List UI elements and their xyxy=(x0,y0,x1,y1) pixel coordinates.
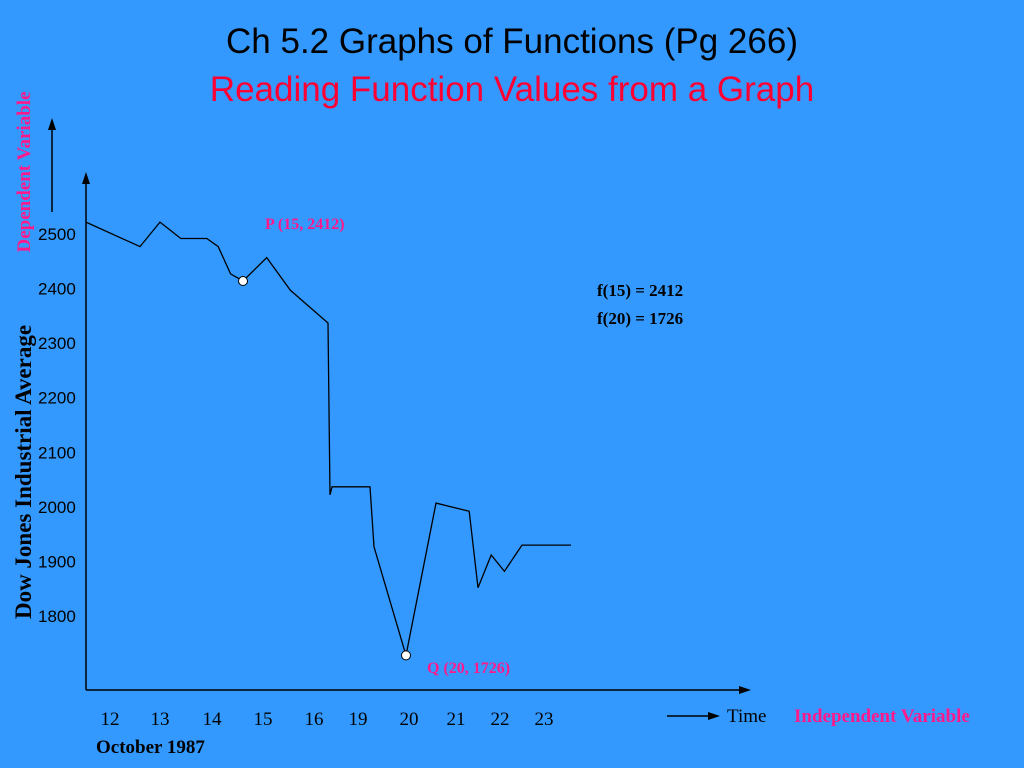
x-tick-label: 21 xyxy=(447,709,466,730)
y-tick-label: 1800 xyxy=(38,607,76,626)
y-tick-label: 2200 xyxy=(38,389,76,408)
point-p-marker xyxy=(238,276,248,287)
x-tick-label: 20 xyxy=(400,709,419,730)
x-tick-label: 12 xyxy=(101,709,120,730)
y-tick-label: 1900 xyxy=(38,552,76,571)
time-arrow-head xyxy=(708,712,720,720)
x-tick-label: 22 xyxy=(491,709,510,730)
slide-subtitle: Reading Function Values from a Graph xyxy=(209,70,815,109)
dependent-variable-label: Dependent Variable xyxy=(14,92,35,253)
chart-axes xyxy=(48,118,751,720)
y-tick-label: 2300 xyxy=(38,334,76,353)
y-tick-label: 2400 xyxy=(38,280,76,299)
y-axis-arrow xyxy=(82,172,90,184)
time-label: Time xyxy=(727,706,767,727)
slide-title: Ch 5.2 Graphs of Functions (Pg 266) xyxy=(226,22,798,61)
point-p-label: P (15, 2412) xyxy=(265,216,345,233)
function-value-f20: f(20) = 1726 xyxy=(597,309,684,328)
independent-variable-label: Independent Variable xyxy=(794,706,970,727)
x-tick-labels: 12 13 14 15 16 19 20 21 22 23 xyxy=(101,709,554,730)
x-tick-label: 23 xyxy=(535,709,554,730)
x-tick-label: 19 xyxy=(349,709,368,730)
x-tick-label: 16 xyxy=(305,709,324,730)
x-axis-arrow xyxy=(739,686,751,694)
y-tick-label: 2000 xyxy=(38,498,76,517)
x-tick-label: 13 xyxy=(151,709,170,730)
x-tick-label: 14 xyxy=(203,709,223,730)
series-line xyxy=(85,221,571,656)
month-label: October 1987 xyxy=(96,737,205,758)
x-tick-label: 15 xyxy=(254,709,273,730)
chart-annotations: P (15, 2412) Q (20, 1726) xyxy=(238,216,510,677)
y-tick-label: 2500 xyxy=(38,225,76,244)
function-value-f15: f(15) = 2412 xyxy=(597,281,684,300)
dependent-variable-arrow-head xyxy=(48,118,56,130)
point-q-marker xyxy=(401,650,411,661)
y-axis-label: Dow Jones Industrial Average xyxy=(11,325,36,619)
y-tick-label: 2100 xyxy=(38,443,76,462)
y-tick-labels: 2500 2400 2300 2200 2100 2000 1900 1800 xyxy=(38,225,76,626)
point-q-label: Q (20, 1726) xyxy=(427,660,510,677)
